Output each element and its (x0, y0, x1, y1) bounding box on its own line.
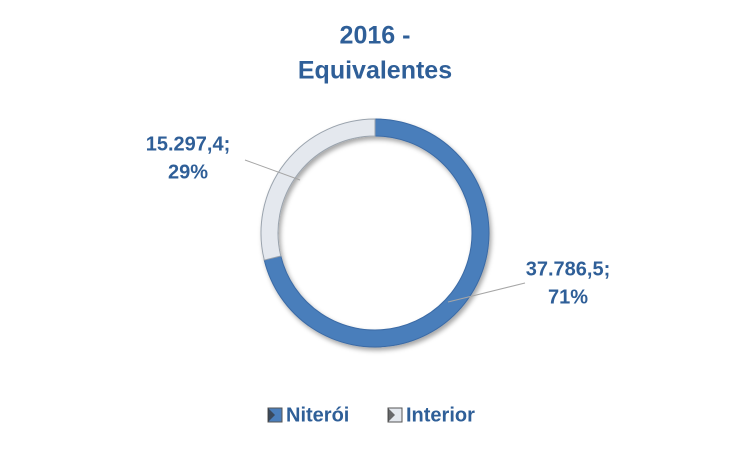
legend-marker-bevel (388, 408, 395, 422)
data-label: 29% (168, 161, 208, 183)
legend-label: Interior (406, 404, 475, 426)
legend-label: Niterói (286, 404, 349, 426)
doughnut (260, 118, 490, 348)
chart-title: 2016 - (340, 22, 411, 50)
leader-line (447, 282, 526, 303)
chart-title: Equivalentes (298, 57, 452, 85)
doughnut-segment (260, 118, 376, 261)
leader-line (244, 159, 301, 181)
legend-marker-bevel (268, 408, 275, 422)
data-label: 15.297,4; (146, 133, 231, 155)
data-label: 37.786,5; (526, 258, 611, 280)
doughnut-segment (263, 118, 490, 348)
data-label: 71% (548, 286, 588, 308)
